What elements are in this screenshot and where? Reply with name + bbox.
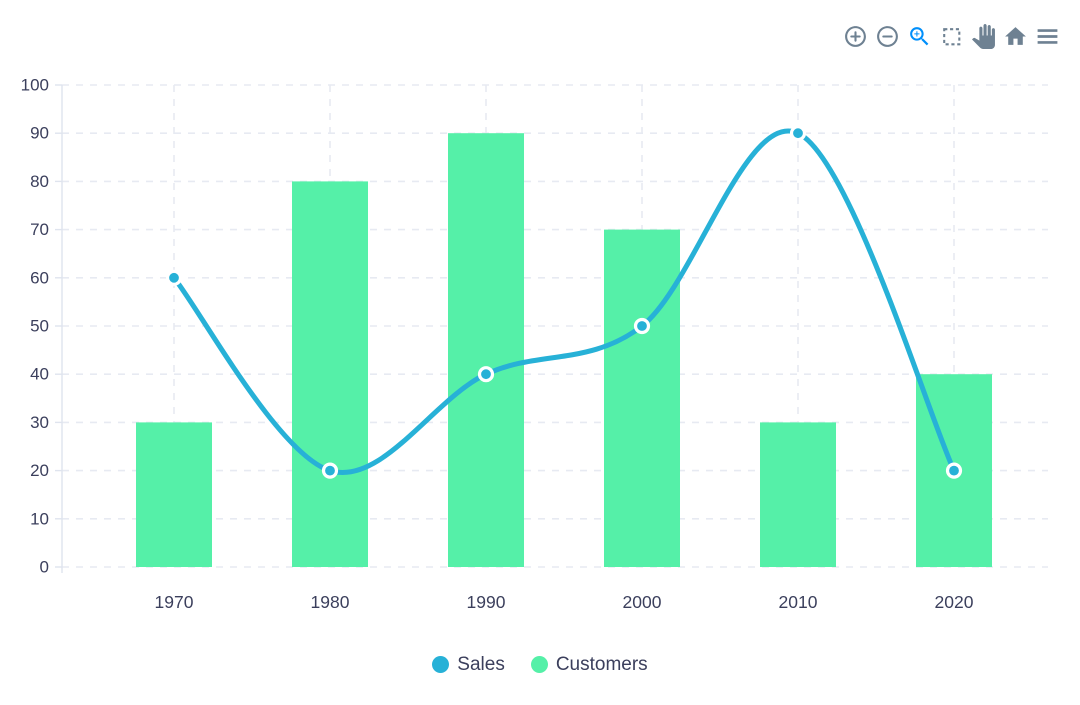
line-marker[interactable] xyxy=(165,269,183,286)
line-markers xyxy=(165,125,963,479)
chart-canvas[interactable]: 0 10 20 30 40 50 60 70 80 90 100 1970 1980 1990 2000 20… xyxy=(0,0,1080,640)
bar-series xyxy=(136,133,992,567)
bar[interactable] xyxy=(760,422,836,567)
bar[interactable] xyxy=(448,133,524,567)
legend-marker-icon xyxy=(432,656,450,673)
x-axis-labels: 1970 1980 1990 2000 2010 2020 xyxy=(155,592,974,612)
toolbar-button-pan[interactable] xyxy=(971,24,996,49)
y-axis-label: 0 xyxy=(40,558,49,577)
y-axis-label: 100 xyxy=(21,76,49,95)
bar[interactable] xyxy=(604,229,680,567)
y-axis-label: 90 xyxy=(30,124,49,143)
line-marker[interactable] xyxy=(789,125,807,142)
x-axis-label: 1970 xyxy=(155,592,194,612)
y-axis-labels: 0 10 20 30 40 50 60 70 80 90 100 xyxy=(21,76,49,577)
legend-label: Customers xyxy=(555,654,648,675)
bar[interactable] xyxy=(136,422,212,567)
y-axis-label: 30 xyxy=(30,413,49,432)
x-axis-label: 2010 xyxy=(779,592,818,612)
x-axis-label: 1990 xyxy=(467,592,506,612)
zoom-in-icon xyxy=(845,26,866,47)
zoom-out-icon xyxy=(877,26,898,47)
y-axis-label: 70 xyxy=(30,220,49,239)
pan-icon xyxy=(972,24,995,49)
toolbar-button-zoom[interactable] xyxy=(907,24,932,49)
menu-icon xyxy=(1037,29,1058,44)
line-marker[interactable] xyxy=(945,462,963,479)
toolbar-button-selection[interactable] xyxy=(939,24,964,49)
zoom-icon xyxy=(910,27,929,46)
line-path xyxy=(171,128,957,475)
y-axis-label: 50 xyxy=(30,317,49,336)
x-axis-label: 1980 xyxy=(311,592,350,612)
selection-icon xyxy=(943,28,961,46)
y-axis-label: 40 xyxy=(30,365,49,384)
x-axis-label: 2020 xyxy=(935,592,974,612)
toolbar-button-zoom-out[interactable] xyxy=(875,24,900,49)
y-axis-label: 60 xyxy=(30,268,49,287)
y-axis-label: 80 xyxy=(30,172,49,191)
toolbar-button-menu[interactable] xyxy=(1035,24,1060,49)
legend-marker-icon xyxy=(530,656,548,673)
y-axis-label: 20 xyxy=(30,461,49,480)
bar[interactable] xyxy=(292,181,368,567)
x-axis-label: 2000 xyxy=(623,592,662,612)
chart-legend: Sales Customers xyxy=(0,655,1080,674)
line-marker[interactable] xyxy=(633,317,651,335)
y-axis-label: 10 xyxy=(30,509,49,528)
home-icon xyxy=(1005,27,1026,45)
line-marker[interactable] xyxy=(321,462,339,479)
toolbar-button-home[interactable] xyxy=(1003,24,1028,49)
legend-item-sales[interactable]: Sales xyxy=(432,655,505,674)
line-marker[interactable] xyxy=(477,366,495,383)
toolbar-button-zoom-in[interactable] xyxy=(843,24,868,49)
chart-toolbar xyxy=(843,24,1060,49)
legend-label: Sales xyxy=(457,654,505,675)
legend-item-customers[interactable]: Customers xyxy=(530,654,648,675)
